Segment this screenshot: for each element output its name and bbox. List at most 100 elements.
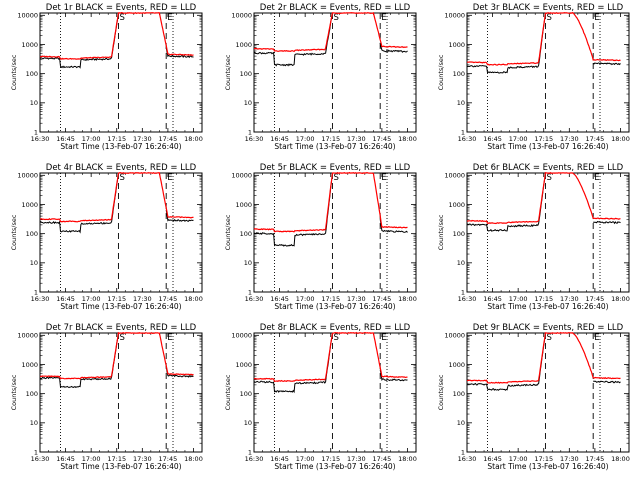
series-lld-line — [467, 11, 621, 66]
y-tick-label: 10000 — [231, 12, 252, 20]
x-tick-label: 16:30 — [458, 135, 477, 143]
x-tick-label: 17:45 — [373, 135, 392, 143]
marker-label: E — [167, 173, 172, 183]
x-tick-label: 16:45 — [270, 455, 289, 463]
x-tick-label: 18:00 — [398, 455, 417, 463]
panel-title: Det 2r BLACK = Events, RED = LLD — [260, 3, 411, 13]
x-tick-label: 17:30 — [347, 135, 366, 143]
x-tick-label: 16:30 — [458, 295, 477, 303]
panel-title: Det 5r BLACK = Events, RED = LLD — [260, 163, 411, 173]
series-lld-line — [466, 331, 621, 384]
marker-label: E — [167, 13, 172, 23]
x-tick-label: 17:30 — [560, 135, 579, 143]
plot-frame — [466, 332, 630, 453]
y-axis-label: Counts/sec — [10, 54, 18, 90]
series-events-line — [466, 19, 621, 74]
x-tick-label: 17:00 — [82, 295, 101, 303]
panel-det-9: Det 9r BLACK = Events, RED = LLD 1 10 100 10… — [437, 323, 630, 471]
panel-det-1: Det 1r BLACK = Events, RED = LLD 1 10 100 10… — [10, 3, 203, 151]
y-tick-label: 1000 — [21, 201, 38, 209]
x-tick-label: 17:45 — [159, 295, 178, 303]
marker-label: S — [546, 13, 551, 23]
panel-title: Det 3r BLACK = Events, RED = LLD — [473, 3, 624, 13]
panel-det-7: Det 7r BLACK = Events, RED = LLD 1 10 100 10… — [10, 323, 203, 471]
marker-label: E — [594, 173, 599, 183]
x-tick-label: 18:00 — [611, 135, 630, 143]
x-tick-label: 17:45 — [159, 455, 178, 463]
x-tick-label: 16:45 — [483, 295, 502, 303]
x-tick-label: 17:00 — [296, 295, 315, 303]
x-tick-label: 16:45 — [483, 455, 502, 463]
y-tick-label: 10000 — [231, 172, 252, 180]
x-tick-label: 18:00 — [398, 135, 417, 143]
y-tick-label: 100 — [240, 230, 252, 238]
panel-title: Det 6r BLACK = Events, RED = LLD — [473, 163, 624, 173]
marker-label: S — [333, 173, 338, 183]
x-axis-label: Start Time (13-Feb-07 16:26:40) — [274, 462, 395, 471]
series-lld-line — [253, 331, 408, 383]
y-tick-label: 10000 — [17, 172, 38, 180]
series-events-line — [253, 17, 408, 67]
marker-label: S — [333, 13, 338, 23]
y-tick-label: 10000 — [17, 12, 38, 20]
x-tick-label: 16:45 — [270, 295, 289, 303]
marker-label: S — [546, 333, 551, 343]
panel-title: Det 1r BLACK = Events, RED = LLD — [46, 3, 197, 13]
x-tick-label: 16:45 — [270, 135, 289, 143]
plot-frame — [39, 172, 203, 293]
marker-label: S — [119, 333, 124, 343]
y-tick-label: 1 — [461, 128, 465, 136]
y-axis-label: Counts/sec — [437, 214, 445, 250]
marker-label: E — [381, 333, 386, 343]
x-tick-label: 17:15 — [107, 135, 126, 143]
y-axis-label: Counts/sec — [224, 214, 232, 250]
y-axis-label: Counts/sec — [224, 54, 232, 90]
y-tick-label: 10 — [457, 419, 465, 427]
y-axis-label: Counts/sec — [10, 214, 18, 250]
y-tick-label: 1000 — [235, 41, 252, 49]
y-tick-label: 1000 — [448, 41, 465, 49]
x-tick-label: 17:45 — [586, 455, 605, 463]
y-tick-label: 1 — [248, 448, 252, 456]
x-tick-label: 17:45 — [586, 135, 605, 143]
y-tick-label: 10000 — [17, 332, 38, 340]
marker-label: S — [333, 333, 338, 343]
y-tick-label: 100 — [240, 70, 252, 78]
x-tick-label: 17:45 — [586, 295, 605, 303]
y-tick-label: 10000 — [231, 332, 252, 340]
y-tick-label: 1 — [248, 288, 252, 296]
marker-label: S — [119, 13, 124, 23]
x-tick-label: 18:00 — [611, 455, 630, 463]
x-tick-label: 17:00 — [296, 135, 315, 143]
x-tick-label: 16:45 — [56, 135, 75, 143]
y-tick-label: 10000 — [444, 172, 465, 180]
plot-frame — [39, 332, 203, 453]
panel-det-6: Det 6r BLACK = Events, RED = LLD 1 10 100 10… — [437, 163, 630, 311]
y-tick-label: 100 — [26, 230, 38, 238]
y-tick-label: 10 — [244, 259, 252, 267]
y-tick-label: 1 — [461, 448, 465, 456]
y-tick-label: 10 — [244, 419, 252, 427]
marker-label: E — [381, 13, 386, 23]
x-axis-label: Start Time (13-Feb-07 16:26:40) — [274, 302, 395, 311]
x-axis-label: Start Time (13-Feb-07 16:26:40) — [274, 142, 395, 151]
x-tick-label: 17:30 — [560, 455, 579, 463]
y-tick-label: 1 — [34, 288, 38, 296]
x-tick-label: 16:30 — [31, 455, 50, 463]
panel-title: Det 9r BLACK = Events, RED = LLD — [473, 323, 624, 333]
x-tick-label: 17:15 — [534, 455, 553, 463]
series-events-line — [39, 338, 194, 389]
x-tick-label: 17:15 — [321, 135, 340, 143]
y-axis-label: Counts/sec — [224, 374, 232, 410]
plot-frame — [253, 12, 417, 133]
plot-frame — [466, 172, 630, 293]
y-tick-label: 10 — [30, 419, 38, 427]
x-tick-label: 16:30 — [31, 295, 50, 303]
y-tick-label: 10 — [457, 99, 465, 107]
marker-label: E — [594, 13, 599, 23]
x-tick-label: 16:30 — [245, 455, 264, 463]
x-axis-label: Start Time (13-Feb-07 16:26:40) — [60, 302, 181, 311]
x-axis-label: Start Time (13-Feb-07 16:26:40) — [60, 462, 181, 471]
y-tick-label: 1000 — [21, 361, 38, 369]
